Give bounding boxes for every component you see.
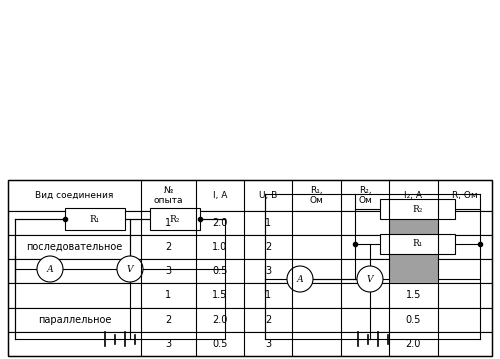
Text: 1: 1 — [166, 218, 172, 228]
Text: 1: 1 — [265, 218, 271, 228]
Text: 2.0: 2.0 — [212, 315, 228, 325]
Bar — [389, 211, 438, 235]
Text: R₂: R₂ — [412, 205, 422, 214]
Text: 3: 3 — [265, 339, 271, 349]
Text: 2: 2 — [265, 242, 272, 252]
Text: 2: 2 — [265, 315, 272, 325]
Bar — [389, 235, 438, 259]
Text: 2: 2 — [165, 242, 172, 252]
Bar — [8, 180, 492, 211]
Text: 0.5: 0.5 — [406, 315, 421, 325]
Bar — [380, 199, 455, 219]
Text: 1.5: 1.5 — [406, 290, 421, 300]
Text: параллельное: параллельное — [38, 315, 111, 325]
Text: 2.0: 2.0 — [212, 218, 228, 228]
Text: 1.0: 1.0 — [212, 242, 228, 252]
Circle shape — [357, 266, 383, 292]
Bar — [8, 283, 492, 308]
Bar — [8, 235, 492, 259]
Text: V: V — [367, 275, 373, 284]
Text: R, Ом: R, Ом — [452, 191, 477, 200]
Text: 2.0: 2.0 — [406, 339, 421, 349]
Bar — [8, 308, 492, 332]
Bar — [380, 234, 455, 254]
Text: R₁,
Ом: R₁, Ом — [310, 186, 324, 205]
Bar — [8, 332, 492, 356]
Text: U, В: U, В — [259, 191, 278, 200]
Circle shape — [287, 266, 313, 292]
Text: R₁: R₁ — [90, 214, 100, 224]
Text: №
опыта: № опыта — [154, 186, 183, 205]
Text: 3: 3 — [166, 339, 172, 349]
Text: 1: 1 — [166, 290, 172, 300]
Text: 1.5: 1.5 — [212, 290, 228, 300]
Text: 0.5: 0.5 — [212, 266, 228, 276]
Text: А: А — [296, 275, 304, 284]
Bar — [65, 208, 125, 230]
Text: I₂, А: I₂, А — [404, 191, 422, 200]
Circle shape — [117, 256, 143, 282]
Text: Вид соединения: Вид соединения — [36, 191, 114, 200]
Bar — [8, 259, 492, 283]
Text: R₁: R₁ — [412, 239, 422, 248]
Text: R₂: R₂ — [170, 214, 180, 224]
Text: V: V — [127, 265, 133, 274]
Text: 2: 2 — [165, 315, 172, 325]
Text: 1: 1 — [265, 290, 271, 300]
Text: А: А — [46, 265, 54, 274]
Text: 3: 3 — [265, 266, 271, 276]
Bar — [8, 211, 492, 235]
Text: 0.5: 0.5 — [212, 339, 228, 349]
Bar — [8, 180, 492, 356]
Circle shape — [37, 256, 63, 282]
Bar — [389, 259, 438, 283]
Text: последовательное: последовательное — [26, 242, 122, 252]
Text: R₂,
Ом: R₂, Ом — [358, 186, 372, 205]
Text: I, А: I, А — [212, 191, 227, 200]
Bar — [150, 208, 200, 230]
Text: 3: 3 — [166, 266, 172, 276]
